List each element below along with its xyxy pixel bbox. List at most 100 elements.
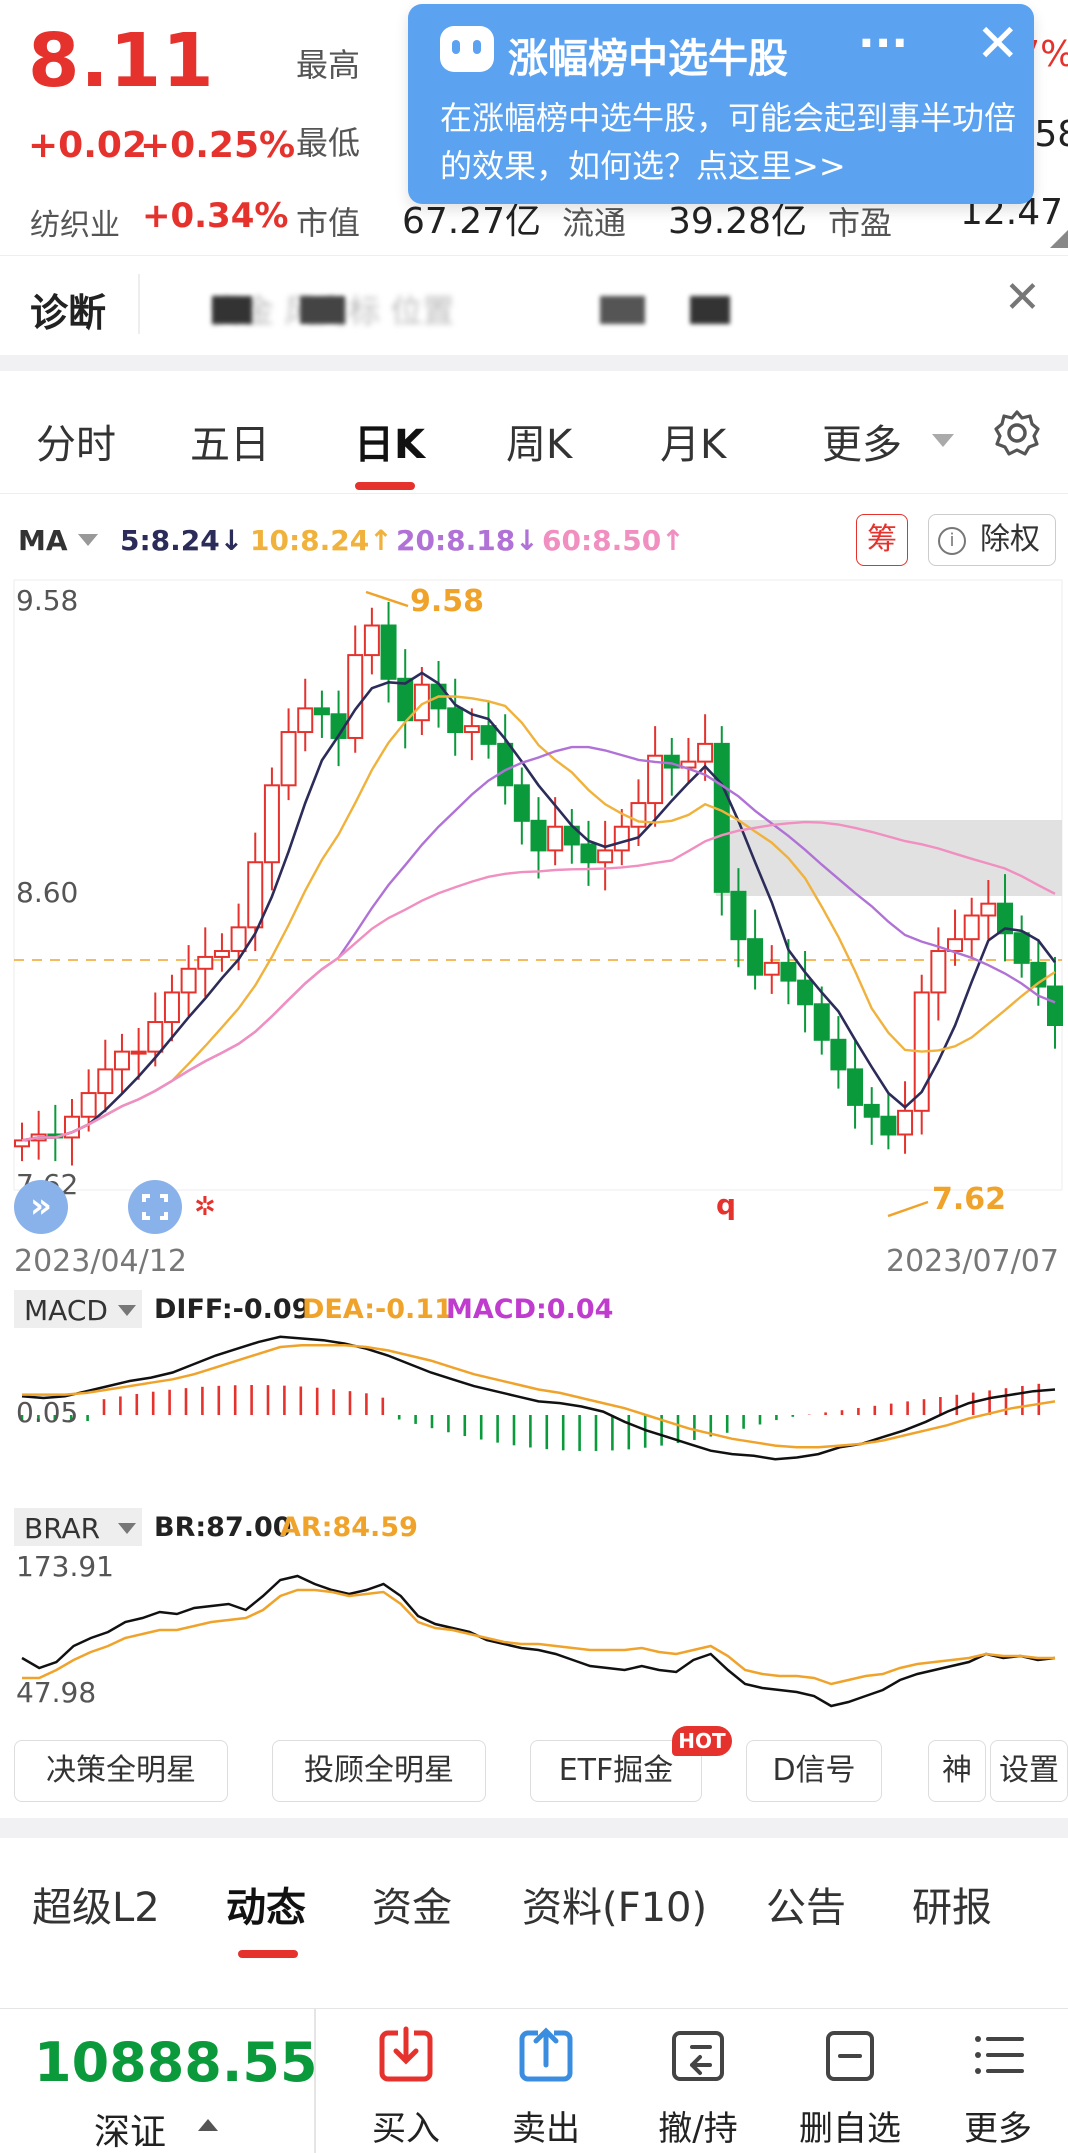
promo-popup[interactable]: 涨幅榜中选牛股 ··· ✕ 在涨幅榜中选牛股，可能会起到事半功倍的效果，如何选？… (408, 4, 1034, 204)
tab-announcements[interactable]: 公告 (766, 1885, 846, 1931)
brar-selector[interactable]: BRAR (14, 1508, 142, 1546)
tool-decision-stars[interactable]: 决策全明星 (14, 1740, 228, 1802)
ma-selector[interactable]: MA (18, 524, 68, 557)
list-icon (975, 2036, 1024, 2074)
candle-body (230, 926, 247, 953)
tab-daily-k[interactable]: 日K (354, 422, 425, 468)
candle-body (997, 902, 1014, 935)
brar-axis-bottom: 47.98 (16, 1676, 97, 1709)
candle-body (863, 1103, 880, 1118)
event-marker[interactable]: q (716, 1188, 737, 1221)
tab-funds[interactable]: 资金 (372, 1885, 452, 1931)
corner-indicator (1050, 230, 1068, 248)
gear-small-icon[interactable]: ✲ (194, 1192, 216, 1222)
tool-partial[interactable]: 神 (928, 1740, 986, 1802)
remove-watchlist-button[interactable]: 删自选 (780, 2009, 920, 2153)
candle-body (797, 979, 814, 1006)
more-icon[interactable]: ··· (858, 18, 909, 69)
tab-weekly-k[interactable]: 周K (506, 422, 573, 468)
chevron-down-icon (118, 1305, 136, 1316)
macd-selector[interactable]: MACD (14, 1290, 142, 1328)
tab-monthly-k[interactable]: 月K (660, 422, 727, 468)
macd-chart[interactable] (0, 1330, 1068, 1500)
index-value[interactable]: 10888.55 (34, 2031, 318, 2094)
gear-icon[interactable] (992, 408, 1042, 458)
macd-diff: DIFF:-0.09 (154, 1294, 311, 1325)
candle-body (14, 1139, 30, 1148)
tab-intraday[interactable]: 分时 (36, 422, 116, 468)
industry-change: +0.34% (142, 196, 289, 236)
ma20-value: 20:8.18↓ (396, 524, 539, 557)
y-axis-mid: 8.60 (16, 876, 79, 909)
candle-body (930, 950, 947, 994)
tool-d-signal[interactable]: D信号 (746, 1740, 882, 1802)
bottom-bar: 10888.55 深证 买入 卖出 撤/持 删自选 (0, 2008, 1068, 2153)
candle-body (380, 624, 397, 680)
candle-body (463, 725, 480, 734)
popup-description[interactable]: 在涨幅榜中选牛股，可能会起到事半功倍的效果，如何选？点这里>> (440, 99, 1017, 185)
tool-etf[interactable]: ETF掘金 (530, 1740, 702, 1802)
macd-dea: DEA:-0.11 (302, 1294, 453, 1325)
sell-button[interactable]: 卖出 (476, 2009, 616, 2153)
tab-research[interactable]: 研报 (912, 1885, 992, 1931)
float-value: 39.28亿 (668, 201, 808, 242)
exright-button[interactable]: 除权 (928, 514, 1056, 566)
close-icon[interactable]: ✕ (1004, 272, 1041, 323)
active-tab-indicator (238, 1950, 298, 1958)
candle-body (880, 1115, 897, 1136)
tab-more[interactable]: 更多 (822, 422, 902, 468)
tab-dynamics[interactable]: 动态 (226, 1885, 306, 1931)
candle-body (130, 1050, 147, 1055)
cancel-hold-button[interactable]: 撤/持 (628, 2009, 768, 2153)
buy-button[interactable]: 买入 (336, 2009, 476, 2153)
diagnosis-bar[interactable]: 诊断 资金 风向标 位置 ✕ (0, 255, 1068, 355)
current-price: 8.11 (28, 18, 215, 104)
chip-button[interactable]: 筹 (856, 514, 908, 566)
brar-br: BR:87.00 (154, 1512, 292, 1543)
exright-label: 除权 (980, 522, 1040, 557)
y-axis-top: 9.58 (16, 584, 79, 617)
industry-name[interactable]: 纺织业 (30, 208, 120, 243)
expand-left-icon[interactable]: » (14, 1180, 68, 1234)
low-leader-line (887, 1200, 929, 1218)
tab-five-day[interactable]: 五日 (190, 422, 270, 468)
candle-body (113, 1050, 130, 1071)
date-end: 2023/07/07 (886, 1244, 1059, 1279)
macd-dea-line (22, 1344, 1056, 1449)
candle-body (497, 742, 514, 787)
br-line (21, 1574, 1056, 1708)
minus-box-icon (826, 2031, 874, 2081)
candle-body (730, 890, 747, 941)
remove-watchlist-label: 删自选 (799, 2109, 901, 2149)
mktcap-label: 市值 (296, 204, 361, 242)
chevron-down-icon (118, 1523, 136, 1534)
low-label: 最低 (296, 124, 361, 162)
tab-f10[interactable]: 资料(F10) (522, 1885, 708, 1931)
candle-body (363, 624, 380, 657)
more-button[interactable]: 更多 (928, 2009, 1068, 2153)
float-label: 流通 (562, 204, 627, 242)
ma60-value: 60:8.50↑ (542, 524, 685, 557)
index-name[interactable]: 深证 (94, 2112, 167, 2153)
brar-ar: AR:84.59 (280, 1512, 418, 1543)
date-start: 2023/04/12 (14, 1244, 187, 1279)
brar-chart[interactable] (0, 1550, 1068, 1720)
high-leader-line (365, 590, 409, 608)
candle-body (80, 1092, 97, 1118)
tool-advisor-stars[interactable]: 投顾全明星 (272, 1740, 486, 1802)
candle-body (980, 902, 997, 917)
candle-body (813, 1003, 830, 1041)
download-icon (379, 2025, 433, 2082)
tool-settings[interactable]: 设置 (990, 1740, 1068, 1802)
kline-chart[interactable] (0, 570, 1068, 1280)
close-icon[interactable]: ✕ (976, 14, 1020, 74)
candle-body (180, 967, 197, 994)
candle-body (347, 654, 364, 739)
chevron-down-icon[interactable] (932, 434, 954, 447)
candle-body (697, 742, 714, 763)
fullscreen-icon[interactable] (128, 1180, 182, 1234)
chevron-down-icon[interactable] (78, 534, 98, 546)
tab-super-l2[interactable]: 超级L2 (32, 1885, 160, 1931)
chevron-up-icon[interactable] (198, 2119, 218, 2131)
candle-body (613, 825, 630, 852)
